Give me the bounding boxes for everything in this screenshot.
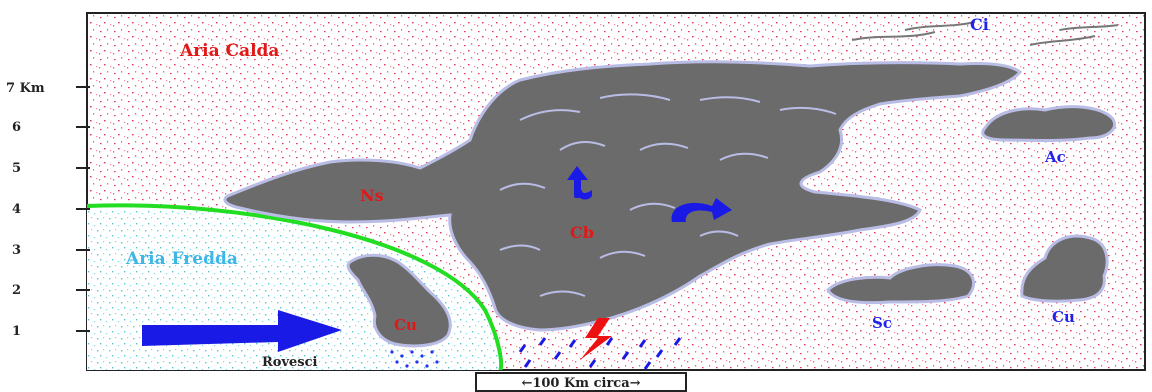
- cloud-texture: [499, 93, 837, 297]
- cumulus-cloud-left: [346, 253, 452, 348]
- axis-tick-label: 7 Km: [6, 81, 45, 96]
- altocumulus-label: Ac: [1044, 148, 1066, 166]
- cumulus-left-label: Cu: [394, 316, 417, 334]
- lightning-icon: [580, 318, 612, 360]
- updraft-arrow-icon: [567, 166, 592, 200]
- cumulonimbus-label: Cb: [570, 223, 594, 242]
- axis-tick-label: 6: [12, 120, 21, 135]
- outflow-arrow-icon: [671, 198, 732, 222]
- cold-air-label: Aria Fredda: [125, 249, 238, 269]
- axis-tick-label: 2: [12, 283, 21, 298]
- axis-tick-label: 4: [12, 202, 21, 217]
- axis-tick-label: 1: [12, 324, 21, 339]
- warm-air-label: Aria Calda: [179, 41, 279, 61]
- nimbostratus-label: Ns: [360, 186, 384, 205]
- cirrus-label: Ci: [970, 15, 989, 34]
- cold-air-arrow-icon: [142, 310, 342, 352]
- shower-dots: [390, 350, 439, 368]
- cumulonimbus-cloud: [223, 60, 1023, 332]
- cumulus-cloud-right: [1020, 234, 1109, 303]
- showers-label: Rovesci: [262, 355, 318, 370]
- cold-front-line: [87, 203, 504, 370]
- stratocumulus-label: Sc: [872, 314, 892, 332]
- rain-streaks: [518, 337, 682, 370]
- scale-bar-box: [475, 372, 687, 392]
- altocumulus-cloud: [981, 105, 1116, 142]
- cumulus-right-label: Cu: [1052, 308, 1075, 326]
- cirrus-cloud: [851, 21, 1119, 46]
- axis-tick-label: 5: [12, 161, 21, 176]
- altitude-axis: [76, 86, 90, 332]
- scale-bar-label: ←100 Km circa→: [521, 376, 640, 391]
- axis-tick-label: 3: [12, 243, 21, 258]
- stratocumulus-cloud: [826, 263, 976, 305]
